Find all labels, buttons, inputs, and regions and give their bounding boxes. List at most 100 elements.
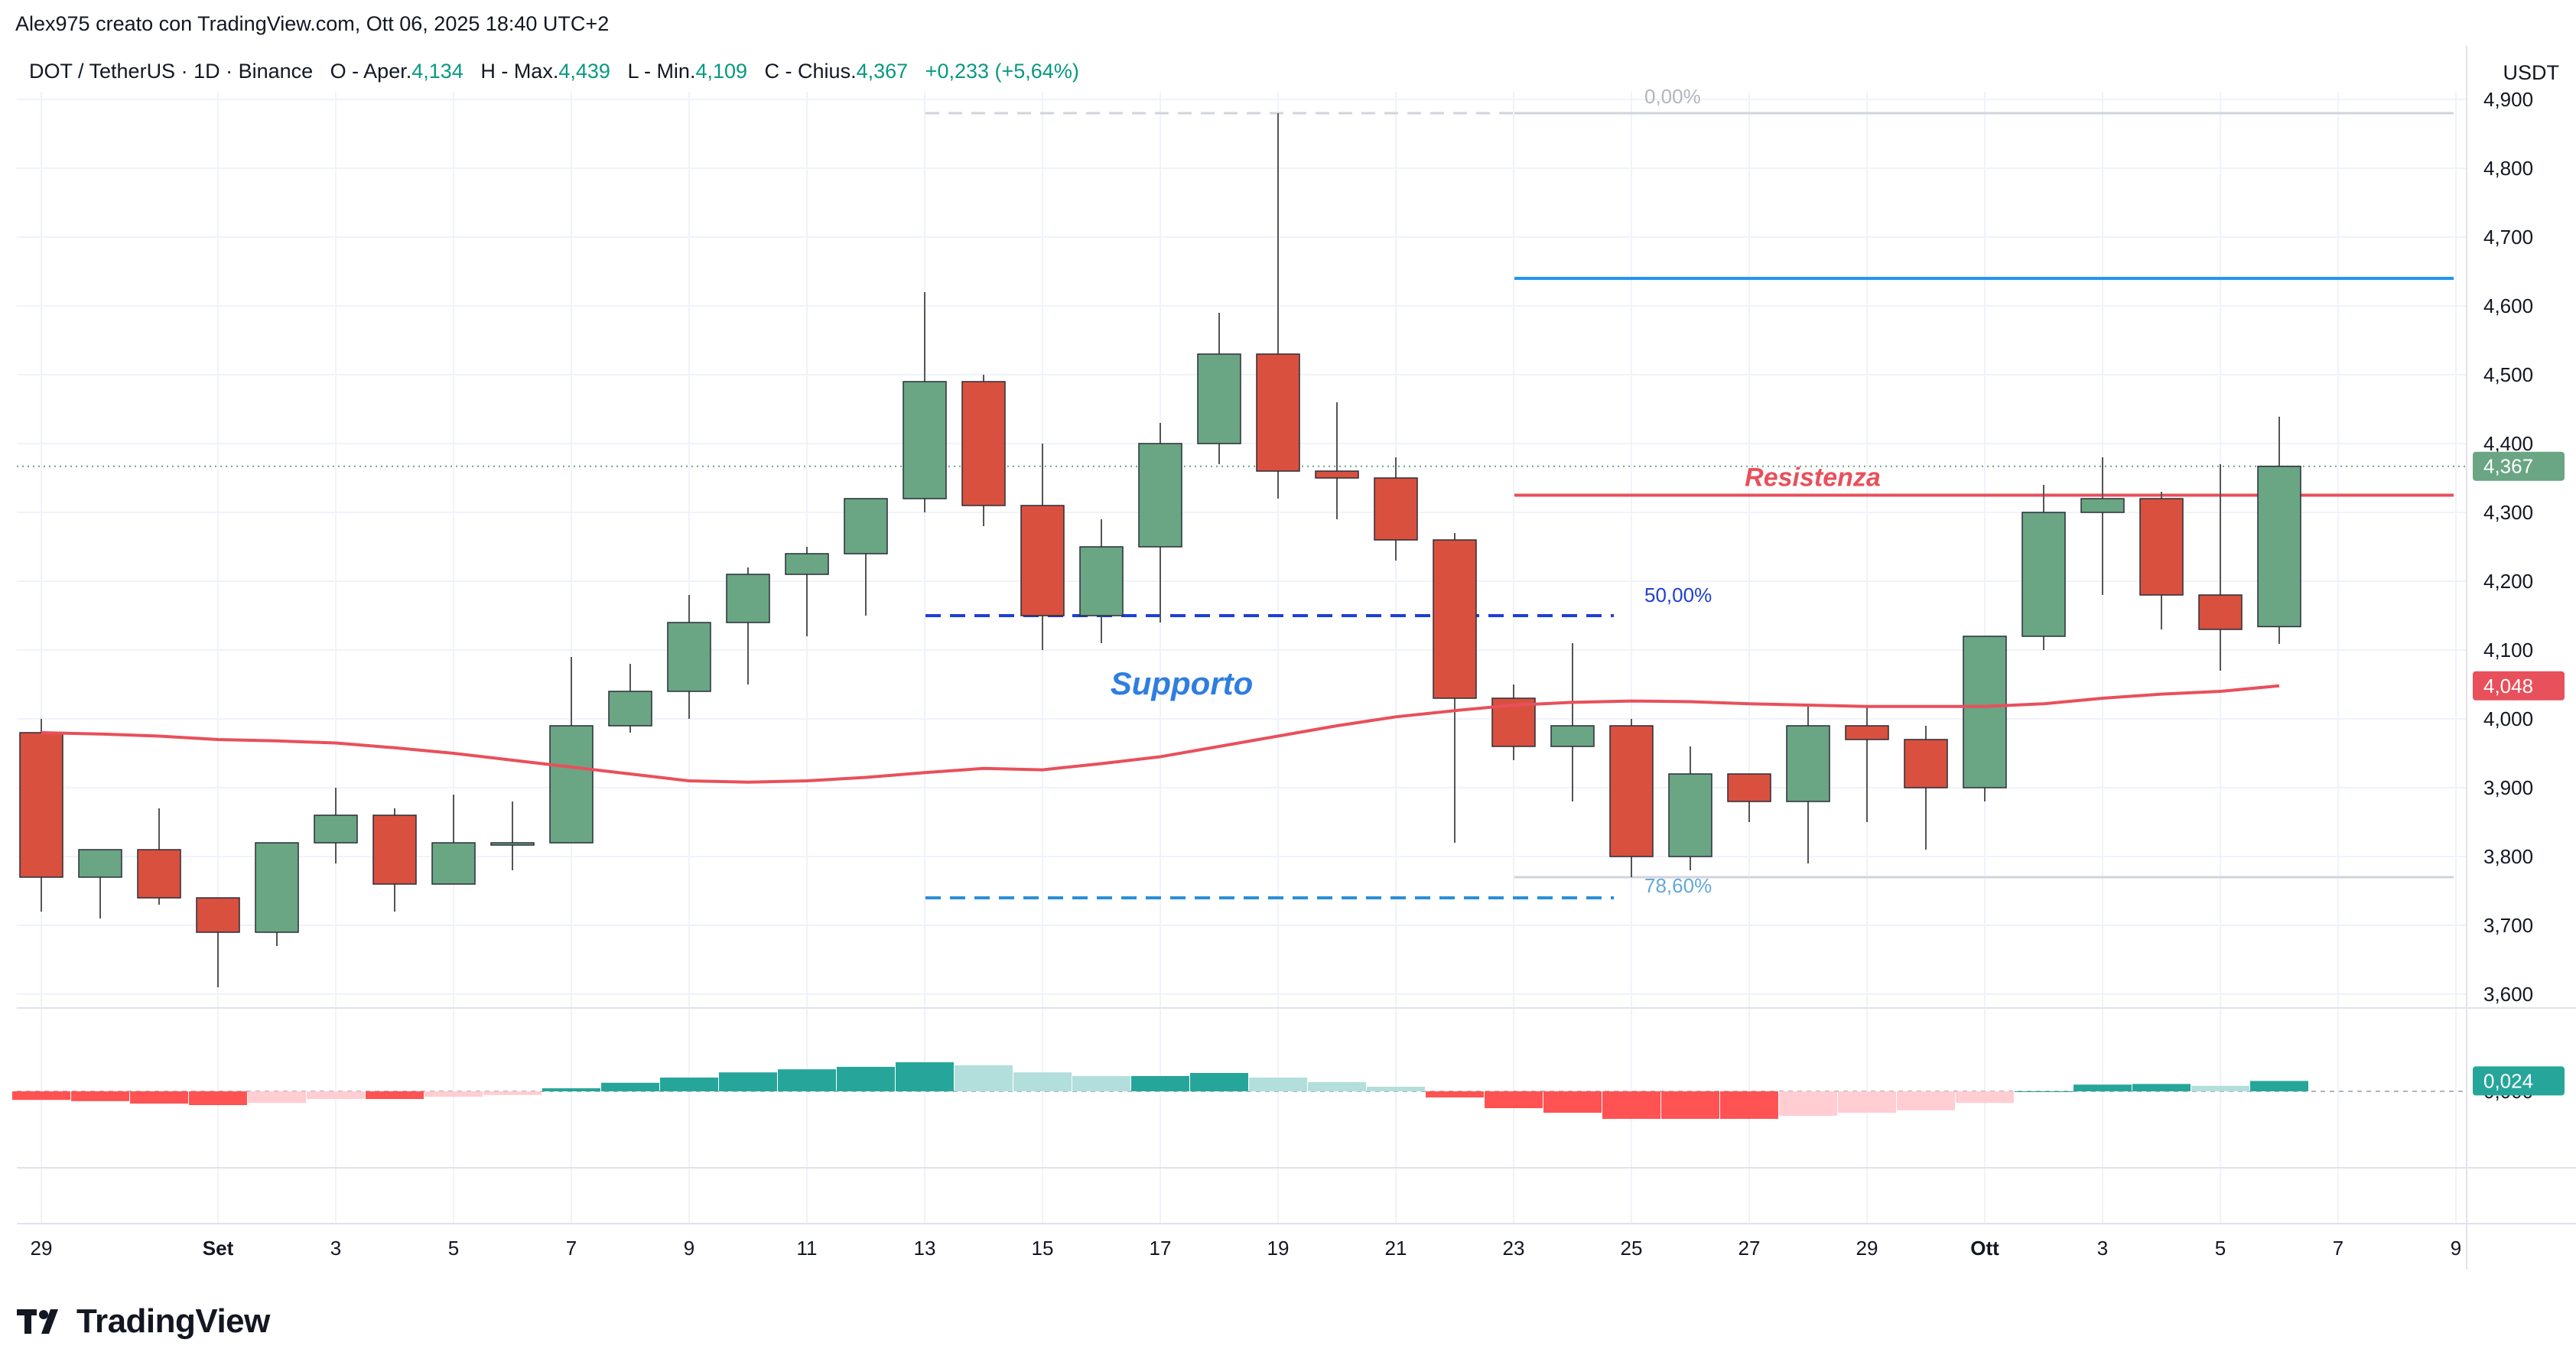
candle — [1491, 684, 1536, 760]
candle — [1904, 726, 1948, 850]
candle-body — [1963, 636, 2007, 788]
axes: 3,600 3,700 3,800 3,900 4,000 4,100 4,200 4,300… — [17, 46, 2576, 1270]
hist-bar — [1897, 1091, 1955, 1110]
candle-body — [1138, 443, 1182, 548]
price-tick-label: 4,900 — [2483, 88, 2533, 111]
candle — [667, 595, 711, 719]
hist-bar — [1426, 1091, 1484, 1097]
hist-bar — [1720, 1091, 1778, 1119]
annotations: Resistenza Supporto — [1111, 463, 1881, 702]
date-tick-label: 5 — [2215, 1237, 2226, 1260]
date-tick-label: Set — [203, 1237, 234, 1260]
hist-bar — [660, 1078, 718, 1091]
candle — [903, 292, 947, 512]
hist-bar — [719, 1072, 777, 1091]
candles — [19, 113, 2301, 987]
hist-bar — [366, 1091, 424, 1099]
hist-bar — [307, 1091, 365, 1099]
hist-bar — [955, 1065, 1013, 1091]
candle-body — [1197, 353, 1241, 444]
candle-body — [2080, 498, 2125, 513]
hist-bar — [424, 1091, 483, 1097]
candle-body — [255, 842, 299, 933]
price-tick-label: 4,700 — [2483, 226, 2533, 249]
candle — [1197, 313, 1241, 464]
hist-bar — [2250, 1081, 2308, 1091]
price-tick-label: 4,400 — [2483, 432, 2533, 455]
date-tick-label: 29 — [1856, 1237, 1878, 1260]
date-tick-label: 27 — [1738, 1237, 1761, 1260]
hist-bar — [1602, 1091, 1660, 1119]
candle — [1256, 113, 1300, 499]
candle-body — [2257, 465, 2301, 628]
candle — [2021, 485, 2066, 650]
hist-bar — [1779, 1091, 1837, 1116]
candle — [431, 795, 476, 885]
candle — [1433, 533, 1477, 843]
price-tick-label: 4,000 — [2483, 707, 2533, 730]
currency-label[interactable]: USDT — [2503, 61, 2560, 84]
hist-bar — [896, 1062, 954, 1091]
price-tick-label: 3,600 — [2483, 983, 2533, 1006]
close-label: C - Chius. — [764, 60, 857, 83]
last-price-badge: 4,367 — [2483, 455, 2533, 478]
candle-body — [431, 842, 476, 885]
candle-body — [1668, 773, 1712, 857]
candle-body — [1374, 477, 1418, 541]
hist-bar — [2191, 1085, 2249, 1091]
price-tick-label: 4,200 — [2483, 570, 2533, 593]
candle — [1609, 719, 1654, 877]
price-tick-label: 3,800 — [2483, 845, 2533, 868]
high-label: H - Max. — [480, 60, 559, 83]
candle — [490, 801, 535, 870]
candle-body — [1079, 546, 1124, 616]
candle — [726, 567, 770, 684]
open-value: 4,134 — [411, 60, 463, 83]
hist-bar — [71, 1091, 129, 1101]
candle — [1786, 705, 1830, 863]
close-value: 4,367 — [856, 60, 909, 83]
hist-bar — [1838, 1091, 1896, 1113]
candle — [255, 842, 299, 946]
last-price-badge-bg — [2473, 451, 2565, 481]
candle — [1020, 444, 1065, 650]
hist-bar — [601, 1082, 659, 1091]
candle — [2198, 464, 2243, 671]
ma-line — [41, 684, 2280, 784]
symbol-name[interactable]: DOT / TetherUS · 1D · Binance — [29, 60, 314, 83]
low-value: 4,109 — [695, 60, 748, 83]
date-tick-label: 3 — [330, 1237, 341, 1260]
candle — [2257, 416, 2301, 644]
tradingview-logo-icon — [17, 1309, 58, 1334]
ma-price-badge-bg — [2473, 671, 2565, 701]
candle-body — [2198, 594, 2243, 630]
date-tick-label: 29 — [31, 1237, 53, 1260]
hist-bar — [12, 1091, 70, 1101]
date-tick-label: 21 — [1385, 1237, 1407, 1260]
fib-0-label: 0,00% — [1644, 85, 1701, 108]
hist-bar — [1661, 1091, 1719, 1119]
drawing-levels: 0,00% 50,00% 78,60% — [17, 85, 2467, 899]
candle — [137, 808, 181, 905]
tradingview-logo[interactable]: TradingView — [17, 1300, 270, 1343]
candle-body — [1786, 725, 1830, 802]
candle — [961, 375, 1006, 526]
candle-body — [137, 849, 181, 899]
resistance-annotation: Resistenza — [1745, 463, 1881, 493]
candle-body — [490, 842, 535, 846]
candle-body — [903, 381, 947, 499]
price-tick-label: 4,500 — [2483, 363, 2533, 386]
low-label: L - Min. — [627, 60, 696, 83]
candle — [1315, 402, 1359, 519]
candle-body — [196, 897, 240, 933]
candle-body — [726, 574, 770, 623]
price-tick-label: 3,900 — [2483, 776, 2533, 799]
price-chart[interactable]: 0,00% 50,00% 78,60% Resistenza Supporto 3,6… — [0, 0, 2576, 1300]
candle-body — [2021, 512, 2066, 637]
candle — [1727, 773, 1771, 822]
candle — [2139, 492, 2184, 629]
candle — [785, 547, 829, 636]
hist-bar — [1249, 1078, 1307, 1091]
fib-50-label: 50,00% — [1644, 584, 1712, 606]
hist-bar — [483, 1091, 542, 1095]
